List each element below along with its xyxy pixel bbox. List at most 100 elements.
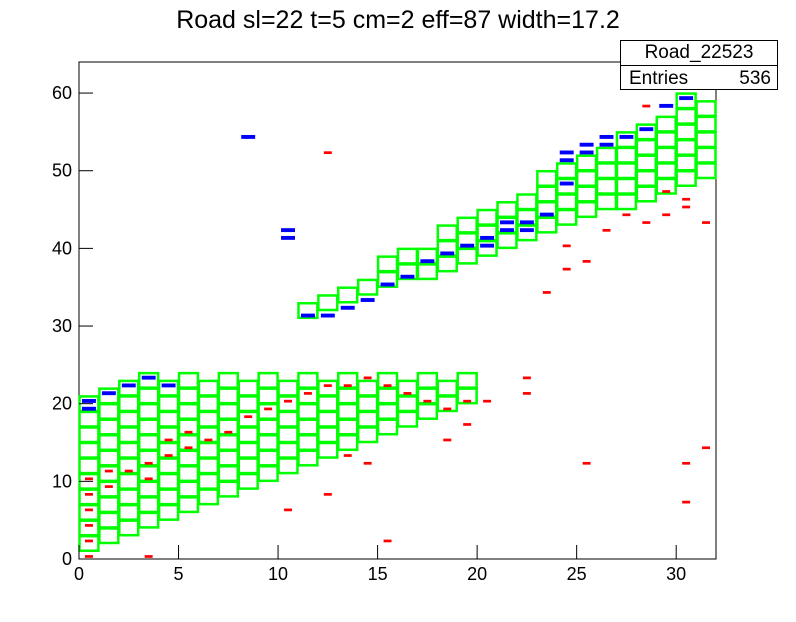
road-cell bbox=[376, 418, 399, 436]
road-cell bbox=[217, 371, 239, 389]
road-cell bbox=[137, 480, 160, 498]
road-cell bbox=[575, 154, 598, 172]
road-cell bbox=[277, 426, 299, 444]
road-cell bbox=[197, 395, 220, 413]
road-cell bbox=[595, 177, 618, 195]
blue-hit bbox=[440, 251, 455, 256]
y-tick-label: 50 bbox=[52, 161, 72, 181]
road-cell bbox=[137, 402, 160, 420]
road-cell bbox=[217, 480, 239, 498]
x-tick-label: 15 bbox=[368, 564, 388, 584]
y-tick-label: 10 bbox=[52, 471, 72, 491]
blue-hit bbox=[360, 298, 375, 302]
road-cell bbox=[436, 224, 458, 242]
road-cell bbox=[257, 371, 279, 389]
red-hit bbox=[662, 213, 671, 217]
road-cell bbox=[217, 449, 239, 467]
red-hit bbox=[662, 190, 671, 193]
road-cell bbox=[337, 402, 359, 420]
blue-hit bbox=[579, 150, 594, 155]
red-hit bbox=[682, 205, 691, 209]
road-cell bbox=[118, 441, 140, 459]
y-tick-label: 30 bbox=[52, 316, 72, 336]
road-cell bbox=[277, 379, 299, 397]
y-tick-label: 0 bbox=[62, 549, 72, 569]
road-cell bbox=[496, 201, 518, 219]
blue-hit bbox=[81, 399, 96, 403]
road-cell bbox=[556, 162, 578, 180]
red-hit bbox=[144, 555, 153, 558]
road-cell bbox=[516, 224, 538, 242]
road-cell bbox=[695, 146, 717, 164]
road-cell bbox=[595, 162, 618, 180]
road-cell bbox=[98, 449, 120, 467]
x-tick-label: 5 bbox=[174, 564, 184, 584]
blue-hit bbox=[380, 282, 395, 287]
red-hit bbox=[224, 430, 233, 434]
road-cell bbox=[635, 138, 658, 156]
red-hit bbox=[542, 291, 551, 294]
road-cell bbox=[237, 457, 259, 475]
road-cell bbox=[98, 465, 120, 483]
road-cell bbox=[615, 131, 638, 149]
road-cell bbox=[317, 426, 339, 444]
red-hit bbox=[84, 539, 93, 543]
red-hit bbox=[244, 415, 253, 419]
road-cell bbox=[177, 402, 200, 420]
stats-entries-row: Entries 536 bbox=[621, 66, 777, 91]
road-cell bbox=[157, 503, 180, 521]
red-hit bbox=[383, 384, 392, 387]
blue-hit bbox=[619, 134, 634, 139]
red-hit bbox=[363, 461, 372, 465]
road-cell bbox=[118, 503, 140, 521]
road-cell bbox=[137, 496, 160, 514]
red-hit bbox=[463, 423, 472, 426]
road-cell bbox=[536, 169, 558, 187]
red-hit bbox=[323, 384, 332, 387]
road-cell bbox=[257, 465, 279, 483]
road-cell bbox=[356, 379, 379, 397]
road-cell bbox=[277, 410, 299, 428]
road-cell bbox=[635, 154, 658, 172]
road-cell bbox=[277, 441, 299, 459]
road-cell bbox=[635, 123, 658, 141]
blue-hit bbox=[320, 313, 335, 318]
blue-hit bbox=[241, 134, 256, 139]
road-cell bbox=[118, 472, 140, 490]
road-cell bbox=[177, 480, 200, 498]
road-cell bbox=[137, 387, 160, 405]
road-cell bbox=[655, 146, 677, 164]
road-cell bbox=[436, 379, 458, 397]
road-cell bbox=[695, 115, 717, 133]
road-cell bbox=[78, 488, 100, 506]
road-cell bbox=[516, 193, 538, 211]
red-hit bbox=[562, 267, 571, 271]
road-cell bbox=[157, 395, 180, 413]
road-cell bbox=[197, 410, 220, 428]
road-cell bbox=[197, 457, 220, 475]
red-hit bbox=[264, 407, 273, 411]
blue-hit bbox=[519, 228, 534, 233]
red-hit bbox=[184, 430, 193, 434]
red-hit bbox=[702, 221, 711, 224]
road-cell bbox=[98, 434, 120, 452]
red-hit bbox=[642, 221, 651, 224]
road-cell bbox=[396, 395, 419, 413]
road-cell bbox=[257, 402, 279, 420]
road-cell bbox=[237, 379, 259, 397]
red-hit bbox=[423, 399, 432, 403]
road-cell bbox=[98, 511, 120, 529]
road-cell bbox=[476, 239, 498, 257]
blue-hit bbox=[480, 243, 495, 248]
blue-hit bbox=[500, 228, 514, 233]
red-hit bbox=[483, 399, 492, 403]
red-hit bbox=[682, 461, 691, 465]
road-cell bbox=[277, 457, 299, 475]
blue-hit bbox=[281, 228, 295, 233]
road-cell bbox=[98, 402, 120, 420]
road-cell bbox=[217, 434, 239, 452]
y-tick-label: 20 bbox=[52, 394, 72, 414]
road-cell bbox=[297, 449, 319, 467]
road-cell bbox=[317, 294, 339, 312]
road-cell bbox=[157, 410, 180, 428]
